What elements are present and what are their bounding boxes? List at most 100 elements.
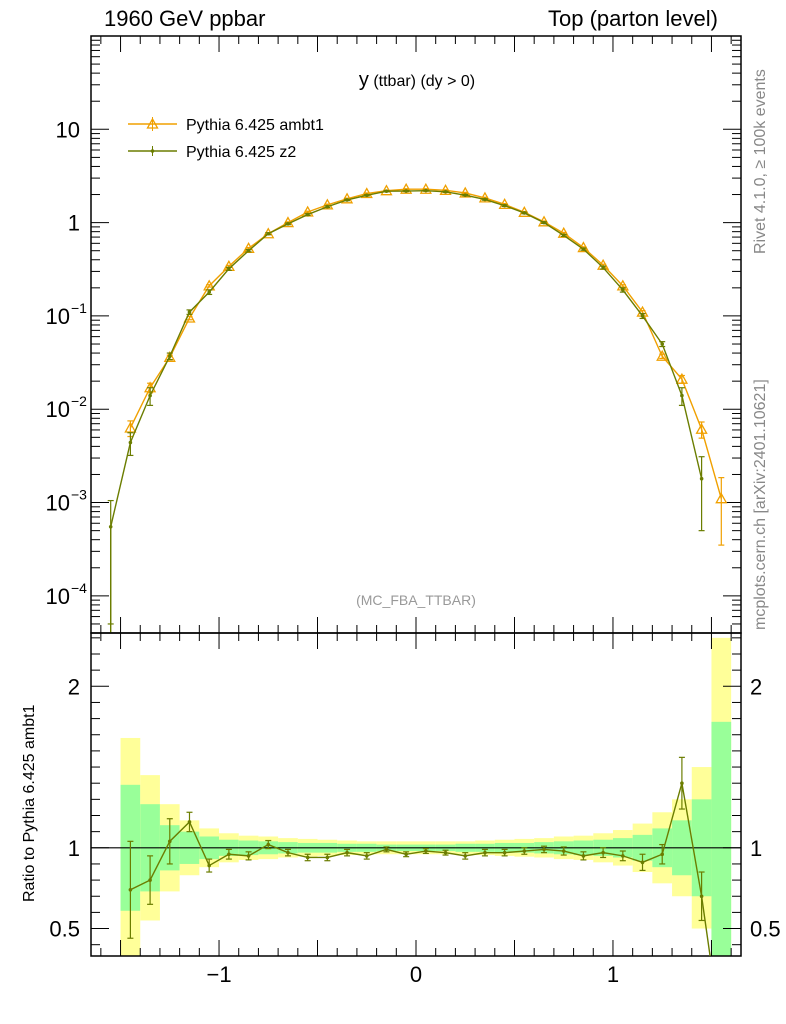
y-tick-label-right: 2 xyxy=(750,674,762,699)
y-tick-label: 0.5 xyxy=(49,917,80,942)
ratio-point xyxy=(502,850,507,855)
ratio-point xyxy=(699,894,704,899)
ratio-point xyxy=(640,860,645,865)
ratio-point xyxy=(561,849,566,853)
y-tick-label-right: 1 xyxy=(750,836,762,861)
legend: Pythia 6.425 ambt1 Pythia 6.425 z2 xyxy=(128,117,324,161)
ratio-series-z2 xyxy=(127,756,711,957)
data-point xyxy=(246,248,251,253)
y-tick-exponent: −2 xyxy=(71,393,87,409)
y-tick-label: 10 xyxy=(46,584,70,609)
ratio-point xyxy=(424,849,428,853)
data-point xyxy=(542,220,546,225)
data-point xyxy=(561,233,566,238)
data-point xyxy=(345,198,349,202)
y-tick-label: 1 xyxy=(68,836,80,861)
data-point xyxy=(266,231,271,236)
ratio-point xyxy=(601,850,605,855)
chart-title-rest: (ttbar) (dy > 0) xyxy=(369,73,475,90)
ratio-panel: −1 0 1 0.5 0.5 1 1 2 2 xyxy=(49,632,781,987)
ratio-point xyxy=(266,842,271,847)
data-point xyxy=(340,192,354,204)
chart-title-main: y xyxy=(359,69,369,91)
data-point xyxy=(699,476,704,481)
data-point xyxy=(128,440,133,445)
data-point xyxy=(483,197,487,202)
ratio-point xyxy=(463,854,468,858)
series-ambt1 xyxy=(124,182,728,546)
data-point xyxy=(404,189,408,193)
data-point xyxy=(621,288,625,292)
series-line xyxy=(129,188,722,499)
data-point xyxy=(498,198,511,209)
data-point xyxy=(463,193,468,197)
series-z2 xyxy=(107,188,705,633)
ratio-point xyxy=(364,854,369,858)
ratio-point xyxy=(286,850,290,855)
data-point xyxy=(227,266,231,271)
ratio-point xyxy=(660,852,665,857)
data-point xyxy=(364,193,369,198)
y-tick-exponent: −1 xyxy=(71,300,87,316)
data-point xyxy=(715,492,728,504)
ratio-point xyxy=(148,878,152,882)
x-tick-label: −1 xyxy=(206,962,231,987)
ratio-point xyxy=(207,863,211,868)
data-point xyxy=(360,187,373,199)
data-point xyxy=(660,342,665,346)
ratio-point xyxy=(167,839,172,844)
ratio-point xyxy=(443,850,448,855)
data-point xyxy=(321,198,334,210)
ratio-point xyxy=(187,820,192,824)
ratio-point xyxy=(522,849,527,853)
data-point xyxy=(439,183,452,195)
ratio-y-axis-label: Ratio to Pythia 6.425 ambt1 xyxy=(21,704,38,902)
data-point xyxy=(675,372,689,384)
data-point xyxy=(167,354,172,359)
data-point xyxy=(640,314,645,318)
ratio-point xyxy=(325,855,330,860)
series-line xyxy=(109,189,703,633)
data-point xyxy=(419,182,432,194)
data-point xyxy=(108,524,113,529)
y-tick-label: 2 xyxy=(68,674,80,699)
data-point xyxy=(305,212,310,217)
data-point xyxy=(443,189,448,194)
data-point xyxy=(400,182,413,194)
y-tick-label: 10 xyxy=(46,304,70,329)
ratio-point xyxy=(227,852,231,857)
y-tick-exponent: −3 xyxy=(71,487,87,503)
data-point xyxy=(557,226,570,238)
band-inner xyxy=(711,721,732,956)
y-tick-label: 10 xyxy=(46,397,70,422)
mcplots-label: mcplots.cern.ch [arXiv:2401.10621] xyxy=(752,379,769,630)
ratio-point xyxy=(483,850,487,855)
ratio-line xyxy=(130,783,711,957)
ratio-point xyxy=(621,854,625,858)
ratio-point xyxy=(345,850,349,855)
ratio-point xyxy=(542,847,546,852)
analysis-watermark: (MC_FBA_TTBAR) xyxy=(356,592,476,608)
legend-label-z2: Pythia 6.425 z2 xyxy=(186,144,296,161)
legend-label-ambt1: Pythia 6.425 ambt1 xyxy=(186,117,324,134)
data-point xyxy=(325,204,330,209)
x-tick-label: 1 xyxy=(607,962,619,987)
collider-label: 1960 GeV ppbar xyxy=(104,6,266,31)
chart-title: y (ttbar) (dy > 0) xyxy=(359,69,475,91)
data-point xyxy=(478,191,492,203)
data-point xyxy=(656,349,669,361)
data-point xyxy=(695,422,708,434)
data-point xyxy=(286,222,290,226)
data-point xyxy=(502,203,507,208)
ratio-point xyxy=(128,887,133,892)
ratio-frame xyxy=(90,632,742,957)
y-tick-label: 10 xyxy=(46,491,70,516)
y-tick-label: 10 xyxy=(56,117,80,142)
ratio-point xyxy=(384,847,389,852)
data-point xyxy=(601,265,605,270)
ratio-point xyxy=(680,781,684,785)
process-label: Top (parton level) xyxy=(548,6,718,31)
data-point xyxy=(207,290,211,294)
data-point xyxy=(148,393,152,398)
